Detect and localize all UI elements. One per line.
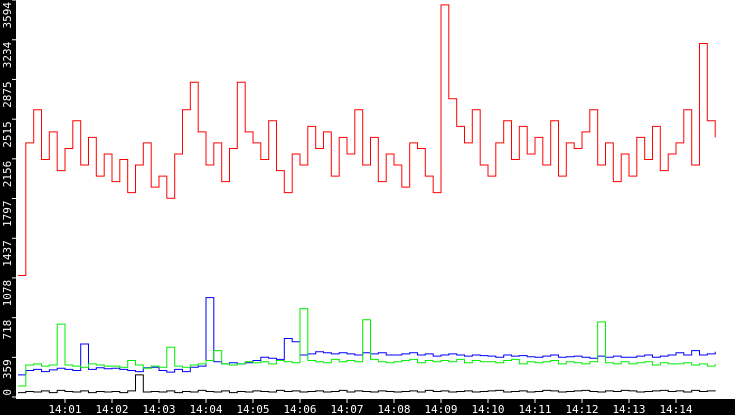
x-tick-label: 14:14 bbox=[659, 403, 692, 415]
series-line-1 bbox=[18, 297, 716, 376]
y-tick-label: 718 bbox=[1, 320, 14, 340]
y-tick-label: 3594 bbox=[1, 2, 14, 29]
x-tick-label: 14:09 bbox=[424, 403, 457, 415]
y-axis-ticks: 0 359 718 1078 1437 1797 2156 2515 2875 3234 3594 bbox=[1, 0, 16, 398]
series-line-3 bbox=[18, 374, 716, 394]
x-tick-label: 14:03 bbox=[142, 403, 175, 415]
x-tick-label: 14:05 bbox=[236, 403, 269, 415]
y-tick-label: 1437 bbox=[1, 240, 14, 266]
series-line-0 bbox=[18, 4, 716, 276]
y-tick-label: 1797 bbox=[1, 201, 14, 228]
y-tick-label: 2156 bbox=[1, 161, 14, 188]
x-tick-label: 14:02 bbox=[95, 403, 128, 415]
x-tick-label: 14:11 bbox=[518, 403, 551, 415]
y-tick-label: 3234 bbox=[1, 41, 14, 68]
x-axis-ticks: 14:01 14:02 14:03 14:04 14:05 14:06 14:07 14:08… bbox=[48, 399, 693, 415]
x-tick-label: 14:06 bbox=[283, 403, 316, 415]
x-axis-strip bbox=[0, 399, 735, 415]
x-tick-label: 14:07 bbox=[330, 403, 363, 415]
x-tick-label: 14:12 bbox=[565, 403, 598, 415]
y-axis-strip bbox=[0, 0, 16, 415]
x-tick-label: 14:13 bbox=[612, 403, 645, 415]
x-tick-label: 14:10 bbox=[471, 403, 504, 415]
y-tick-label: 2515 bbox=[1, 121, 14, 148]
x-tick-label: 14:04 bbox=[189, 403, 222, 415]
y-tick-label: 0 bbox=[1, 389, 14, 396]
y-tick-label: 359 bbox=[1, 359, 14, 379]
x-tick-label: 14:01 bbox=[48, 403, 81, 415]
series-layer bbox=[18, 4, 716, 394]
x-tick-label: 14:08 bbox=[377, 403, 410, 415]
y-tick-label: 1078 bbox=[1, 280, 14, 307]
series-line-2 bbox=[18, 308, 716, 387]
y-tick-label: 2875 bbox=[1, 81, 14, 108]
